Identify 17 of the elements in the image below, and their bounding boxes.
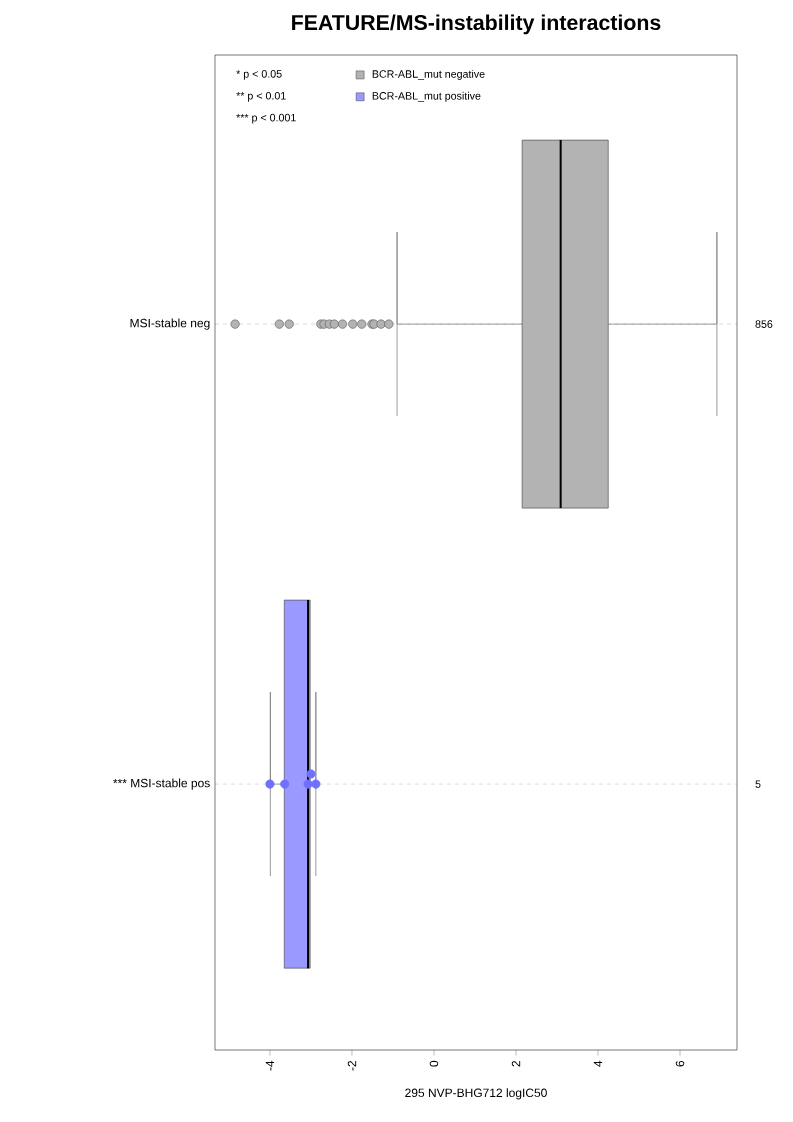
x-tick-label: 2 xyxy=(511,1061,521,1067)
x-tick-label: 4 xyxy=(593,1060,603,1067)
annotation: *** p < 0.001 xyxy=(236,113,296,124)
y-tick-label: MSI-stable neg xyxy=(130,318,210,330)
x-tick-label: -4 xyxy=(265,1060,275,1071)
x-tick-label: 0 xyxy=(429,1060,439,1067)
legend-label: BCR-ABL_mut positive xyxy=(372,91,481,102)
x-tick-label: 6 xyxy=(675,1060,685,1067)
text: 5 xyxy=(755,780,761,788)
text: 856 xyxy=(755,320,773,328)
annotation: ** p < 0.01 xyxy=(236,91,286,102)
x-tick-label: -2 xyxy=(347,1061,357,1071)
annotation: * p < 0.05 xyxy=(236,70,282,80)
legend-label: BCR-ABL_mut negative xyxy=(372,69,485,80)
chart-title: FEATURE/MS-instability interactions xyxy=(292,14,661,35)
x-axis-title: 295 NVP-BHG712 logIC50 xyxy=(405,1088,547,1100)
y-tick-label: *** MSI-stable pos xyxy=(113,778,210,790)
